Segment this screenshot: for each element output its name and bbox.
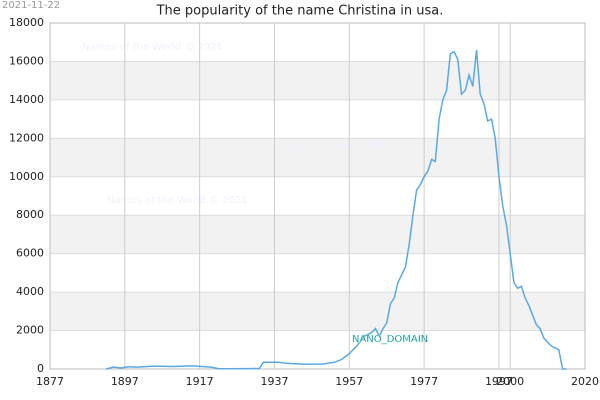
- x-tick-label: 2000: [496, 375, 524, 388]
- y-tick-label: 4000: [16, 285, 44, 298]
- x-tick-label: 1957: [335, 375, 363, 388]
- annotation: NANO_DOMAIN: [352, 334, 428, 345]
- date-stamp: 2021-11-22: [2, 0, 60, 11]
- watermark: Names of the World © 2021: [285, 140, 426, 151]
- x-tick-label: 1977: [410, 375, 438, 388]
- watermark: Names of the World © 2021: [82, 42, 223, 53]
- y-tick-label: 12000: [9, 131, 44, 144]
- y-tick-label: 6000: [16, 247, 44, 260]
- y-tick-label: 10000: [9, 170, 44, 183]
- watermark: Names of the World © 2021: [107, 195, 248, 206]
- y-tick-label: 18000: [9, 16, 44, 29]
- x-tick-label: 1937: [260, 375, 288, 388]
- y-tick-label: 14000: [9, 93, 44, 106]
- x-tick-label: 1897: [111, 375, 139, 388]
- x-tick-label: 1997: [485, 375, 513, 388]
- y-tick-label: 2000: [16, 324, 44, 337]
- x-tick-label: 1917: [186, 375, 214, 388]
- grid-band: [50, 292, 585, 331]
- x-tick-label: 1877: [36, 375, 64, 388]
- grid-band: [50, 215, 585, 254]
- grid-bands: [50, 61, 585, 331]
- y-tick-label: 16000: [9, 54, 44, 67]
- y-tick-label: 0: [37, 362, 44, 375]
- line: [105, 49, 567, 370]
- chart-title: The popularity of the name Christina in …: [156, 4, 444, 19]
- grid-band: [50, 61, 585, 100]
- y-tick-label: 8000: [16, 208, 44, 221]
- x-tick-label: 2020: [571, 375, 599, 388]
- plot-frame: [49, 22, 586, 370]
